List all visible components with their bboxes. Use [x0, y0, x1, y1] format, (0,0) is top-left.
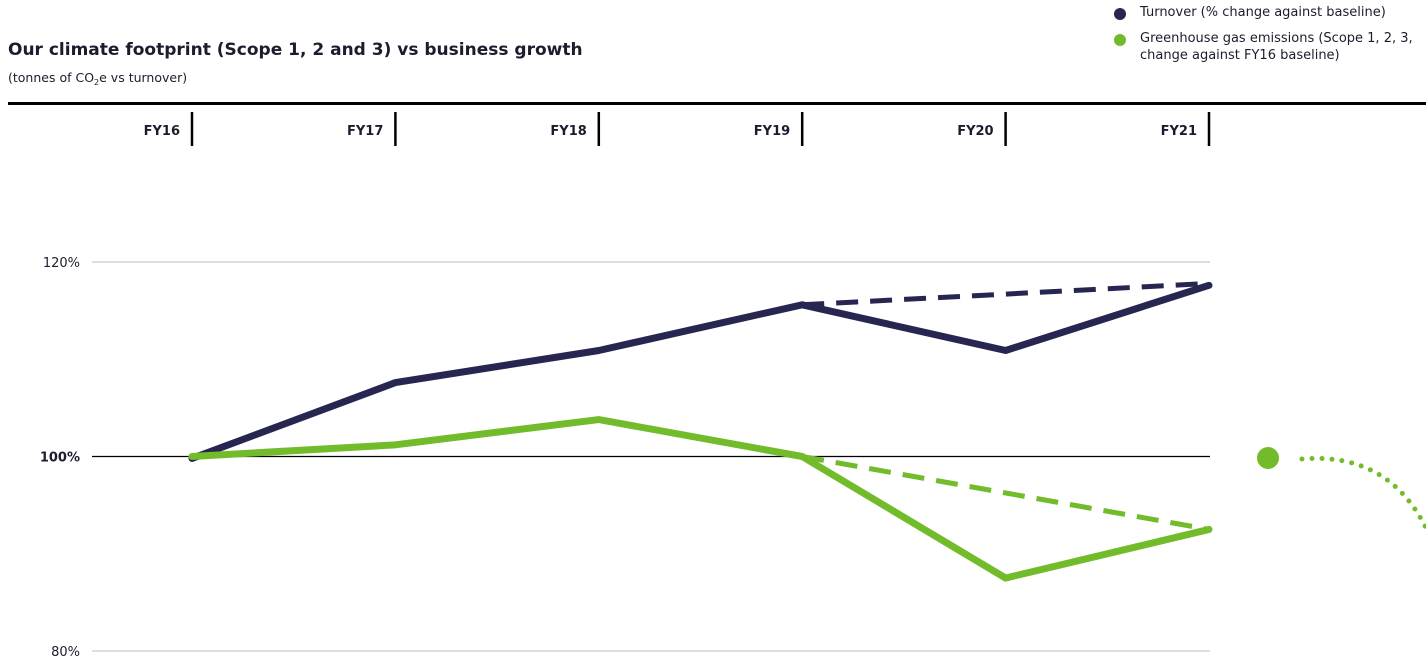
y-tick-label-80: 80% — [51, 645, 80, 658]
turnover-series-line — [188, 281, 1213, 462]
legend-dot-turnover — [1114, 8, 1126, 20]
decorative-dotted-arc — [1299, 455, 1426, 531]
x-tick-label-fy17: FY17 — [347, 124, 383, 139]
x-tick-label-fy19: FY19 — [754, 124, 790, 139]
x-tick-label-fy20: FY20 — [957, 124, 993, 139]
legend-item-emissions: Greenhouse gas emissions (Scope 1, 2, 3,… — [1112, 30, 1422, 64]
decorative-green-dot — [1257, 447, 1279, 469]
legend-item-turnover: Turnover (% change against baseline) — [1112, 4, 1422, 21]
header-rule — [8, 102, 1426, 105]
chart-legend: Turnover (% change against baseline) Gre… — [1112, 4, 1422, 73]
legend-dot-emissions — [1114, 34, 1126, 46]
chart-subtitle: (tonnes of CO2e vs turnover) — [8, 70, 188, 87]
emissions-series-line — [188, 416, 1213, 582]
x-tick-label-fy21: FY21 — [1161, 124, 1197, 139]
emissions-trend-line — [801, 454, 1210, 532]
x-tick-label-fy18: FY18 — [550, 124, 586, 139]
chart-title: Our climate footprint (Scope 1, 2 and 3)… — [8, 40, 583, 60]
legend-label-turnover: Turnover (% change against baseline) — [1140, 5, 1386, 20]
y-tick-label-100: 100% — [40, 451, 80, 466]
legend-label-emissions: Greenhouse gas emissions (Scope 1, 2, 3,… — [1140, 31, 1413, 63]
y-tick-label-120: 120% — [43, 256, 80, 271]
x-tick-label-fy16: FY16 — [144, 124, 180, 139]
